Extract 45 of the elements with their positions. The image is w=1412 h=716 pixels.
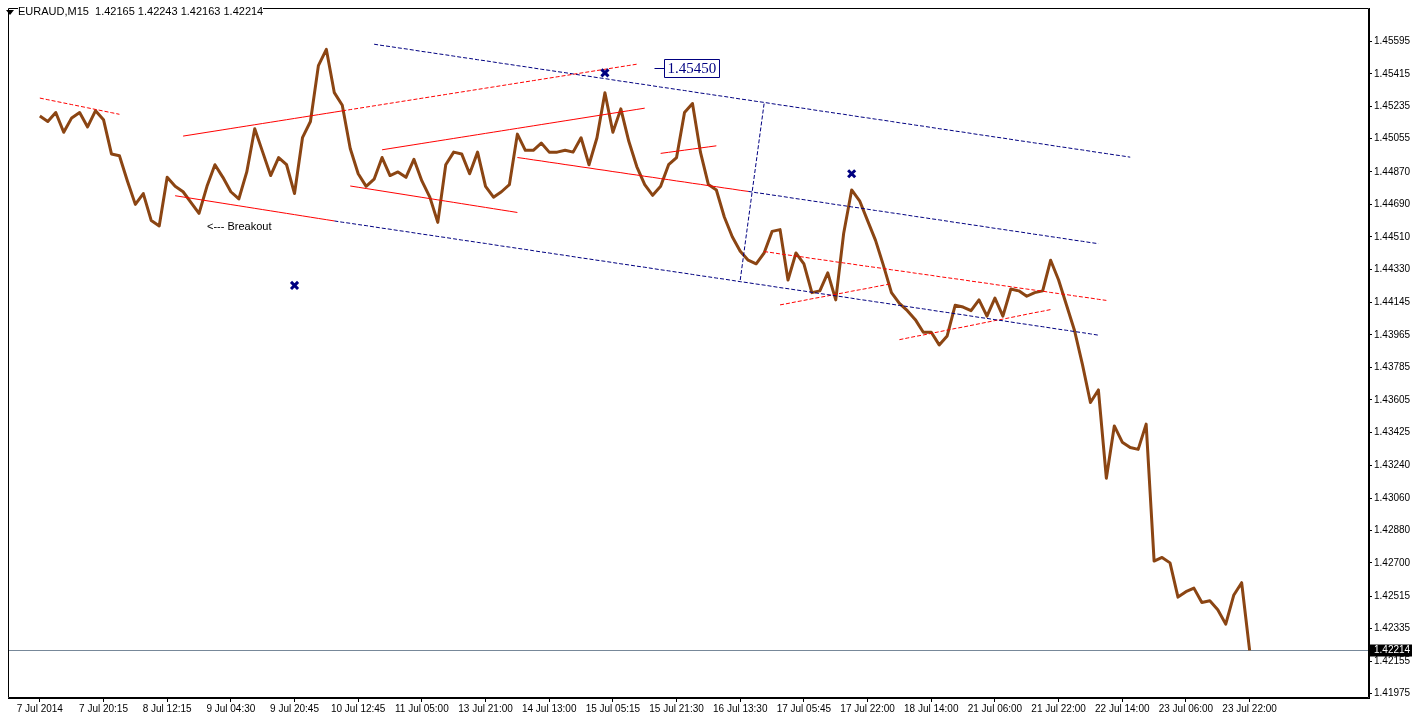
y-tick-label: 1.45595 [1374,35,1411,47]
x-tick-label: 7 Jul 2014 [16,702,64,714]
annotation: <--- Breakout [207,220,272,233]
y-tick-label: 1.43785 [1374,361,1411,373]
y-tick-label: 1.45055 [1374,132,1411,144]
y-tick-label: 1.43240 [1374,459,1411,471]
x-tick-label: 23 Jul 22:00 [1222,702,1278,714]
x-tick-label: 14 Jul 13:00 [521,702,577,714]
x-tick-label: 15 Jul 05:15 [585,702,641,714]
y-tick-label: 1.44330 [1374,262,1411,274]
x-tick-label: 10 Jul 12:45 [330,702,386,714]
y-tick-label: 1.42515 [1374,589,1411,601]
y-tick-label: 1.43060 [1374,491,1411,503]
y-tick-label: 1.45235 [1374,99,1411,111]
y-tick-label: 1.43965 [1374,328,1411,340]
y-tick-label: 1.44690 [1374,198,1411,210]
y-tick-label: 1.44510 [1374,230,1411,242]
ref-line-label: 1.42214 [1374,644,1411,656]
x-tick-label: 21 Jul 06:00 [967,702,1023,714]
y-tick-label: 1.42335 [1374,622,1411,634]
annotation: 1.45450 [667,60,717,77]
x-tick-label: 8 Jul 12:15 [142,702,193,714]
x-tick-label: 23 Jul 06:00 [1158,702,1214,714]
y-tick-label: 1.42700 [1374,556,1411,568]
x-tick-label: 13 Jul 21:00 [458,702,514,714]
y-tick-label: 1.44145 [1374,296,1411,308]
y-tick-label: 1.44870 [1374,165,1411,177]
x-tick-label: 9 Jul 04:30 [206,702,256,714]
x-tick-label: 21 Jul 22:00 [1031,702,1087,714]
x-tick-label: 16 Jul 13:30 [712,702,768,714]
x-tick-label: 7 Jul 20:15 [79,702,129,714]
chart-title: EURAUD,M15 1.42165 1.42243 1.42163 1.42214 [18,5,264,18]
x-tick-label: 11 Jul 05:00 [395,702,450,714]
y-tick-label: 1.45415 [1374,67,1411,79]
x-tick-label: 9 Jul 20:45 [270,702,320,714]
x-tick-label: 18 Jul 14:00 [904,702,959,714]
y-tick-label: 1.42880 [1374,524,1411,536]
y-tick-label: 1.43605 [1374,393,1411,405]
y-tick-label: 1.43425 [1374,426,1411,438]
x-tick-label: 22 Jul 14:00 [1095,702,1150,714]
y-tick-label: 1.41975 [1374,687,1411,699]
x-tick-label: 17 Jul 22:00 [840,702,896,714]
x-tick-label: 15 Jul 21:30 [649,702,705,714]
x-tick-label: 17 Jul 05:45 [776,702,832,714]
y-tick-label: 1.42155 [1374,654,1411,666]
